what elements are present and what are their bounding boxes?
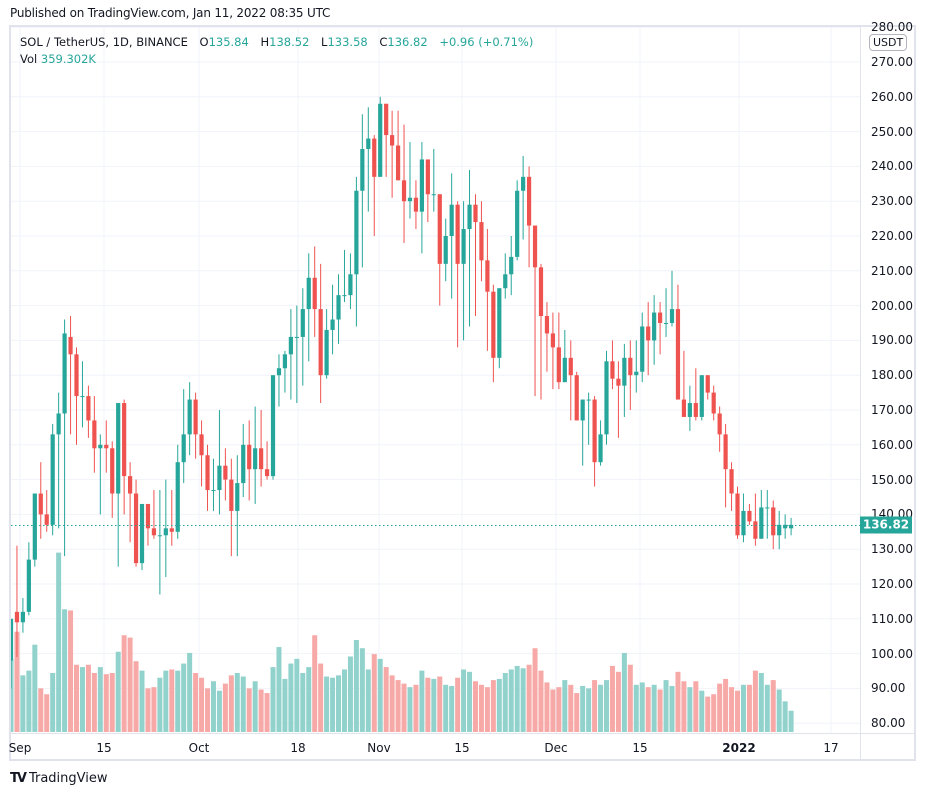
time-tick: 2022 xyxy=(722,741,756,755)
price-tick: 190.00 xyxy=(871,333,913,348)
price-tick: 110.00 xyxy=(871,611,913,626)
chart-frame xyxy=(9,25,916,761)
price-tick: 180.00 xyxy=(871,368,913,383)
last-price-label: 136.82 xyxy=(860,516,912,534)
candlestick-chart[interactable] xyxy=(11,27,860,733)
time-tick: Nov xyxy=(367,741,391,755)
time-tick: 15 xyxy=(96,741,112,755)
price-axis[interactable]: 280.00 270.00 260.00 250.00 240.00 230.00 220.… xyxy=(860,20,915,733)
tradingview-logo-icon: TV xyxy=(10,771,27,786)
high-value: 138.52 xyxy=(269,35,310,49)
price-tick: 230.00 xyxy=(871,194,913,209)
low-label: L xyxy=(321,35,328,49)
chart-legend: SOL / TetherUS, 1D, BINANCE O135.84 H138… xyxy=(20,34,533,68)
ohlc-row: SOL / TetherUS, 1D, BINANCE O135.84 H138… xyxy=(20,34,533,51)
price-tick: 120.00 xyxy=(871,577,913,591)
axis-corner xyxy=(860,733,915,760)
price-tick: 270.00 xyxy=(871,55,913,69)
time-tick: 15 xyxy=(632,741,648,755)
currency-badge[interactable]: USDT xyxy=(869,34,908,51)
volume-value: 359.302K xyxy=(40,52,96,66)
change-value: +0.96 (+0.71%) xyxy=(439,35,534,49)
close-value: 136.82 xyxy=(387,35,428,49)
time-axis[interactable]: Sep 15 Oct 18 Nov 15 Dec 15 2022 17 xyxy=(8,733,860,760)
time-tick: Sep xyxy=(8,741,32,755)
open-label: O xyxy=(199,35,209,49)
time-tick: Dec xyxy=(544,741,568,755)
price-tick: 150.00 xyxy=(871,472,913,487)
price-tick: 240.00 xyxy=(871,159,913,174)
time-tick: Oct xyxy=(188,741,210,755)
volume-label: Vol xyxy=(20,52,38,66)
price-tick: 80.00 xyxy=(871,716,906,731)
price-tick: 160.00 xyxy=(871,437,913,452)
chart-plot-area[interactable] xyxy=(11,27,860,733)
symbol-title[interactable]: SOL / TetherUS, 1D, BINANCE xyxy=(20,35,188,49)
time-tick: 17 xyxy=(823,741,839,755)
close-label: C xyxy=(379,35,388,49)
price-tick: 280.00 xyxy=(871,20,913,35)
published-note: Published on TradingView.com, Jan 11, 20… xyxy=(10,6,331,20)
high-label: H xyxy=(260,35,270,49)
price-tick: 130.00 xyxy=(871,542,913,557)
time-tick: 18 xyxy=(290,741,306,755)
price-tick: 210.00 xyxy=(871,263,913,278)
price-tick: 90.00 xyxy=(871,681,906,696)
price-tick: 200.00 xyxy=(871,298,913,313)
brand-name: TradingView xyxy=(28,771,108,786)
price-tick: 220.00 xyxy=(871,229,913,243)
open-value: 135.84 xyxy=(208,35,249,49)
price-tick: 170.00 xyxy=(871,403,913,417)
footer-brand[interactable]: TV TradingView xyxy=(10,771,107,786)
volume-row: Vol 359.302K xyxy=(20,51,533,68)
low-value: 133.58 xyxy=(327,35,368,49)
price-tick: 100.00 xyxy=(871,646,913,661)
price-tick: 260.00 xyxy=(871,89,913,104)
price-tick: 250.00 xyxy=(871,124,913,139)
time-tick: 15 xyxy=(454,741,470,755)
